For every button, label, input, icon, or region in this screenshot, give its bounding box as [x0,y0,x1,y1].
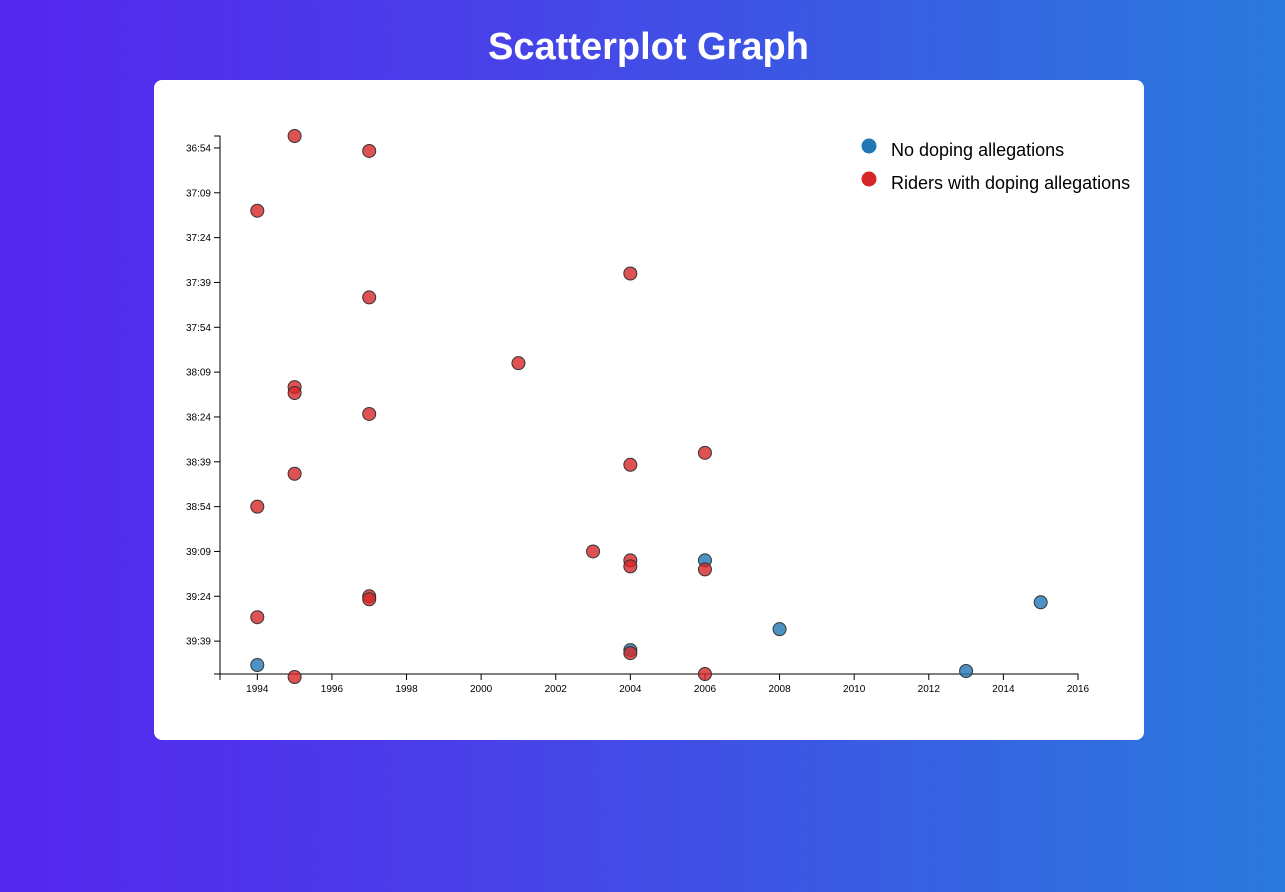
data-point-doping[interactable] [623,457,638,472]
data-points [250,129,1048,684]
x-tick-label: 2000 [470,684,493,695]
data-point-doping[interactable] [250,203,265,218]
legend-swatch [861,138,877,154]
data-point-doping[interactable] [623,646,638,661]
data-point-no-doping[interactable] [1033,595,1048,610]
y-tick-label: 39:39 [186,637,211,648]
data-point-doping[interactable] [511,356,526,371]
x-tick-label: 1996 [321,684,344,695]
y-tick-label: 37:39 [186,278,211,289]
legend-label: No doping allegations [891,140,1064,160]
legend-label: Riders with doping allegations [891,173,1130,193]
x-tick-label: 2002 [545,684,568,695]
x-tick-label: 2012 [918,684,941,695]
data-point-doping[interactable] [287,386,302,401]
data-point-doping[interactable] [697,562,712,577]
y-tick-label: 39:09 [186,547,211,558]
y-tick-label: 37:54 [186,323,211,334]
page-title: Scatterplot Graph [488,26,809,68]
data-point-doping[interactable] [362,592,377,607]
chart-card: 1994 1996 1998 2000 2002 2004 2006 2008 2010 2012… [154,80,1144,740]
data-point-doping[interactable] [362,290,377,305]
data-point-doping[interactable] [287,669,302,684]
data-point-no-doping[interactable] [250,658,265,673]
scatterplot-chart: 1994 1996 1998 2000 2002 2004 2006 2008 2010 2012… [186,129,1130,695]
y-tick-label: 38:24 [186,412,211,423]
data-point-doping[interactable] [697,667,712,681]
y-tick-label: 37:09 [186,188,211,199]
y-tick-label: 38:39 [186,457,211,468]
y-tick-label: 37:24 [186,233,211,244]
legend: No doping allegations Riders with doping … [861,138,1130,193]
y-tick-label: 36:54 [186,143,211,154]
data-point-doping[interactable] [250,499,265,514]
data-point-doping[interactable] [287,129,302,143]
data-point-doping[interactable] [250,610,265,625]
x-tick-label: 1994 [246,684,269,695]
y-tick-label: 38:54 [186,502,211,513]
legend-swatch [861,171,877,187]
y-axis: 36:54 37:09 37:24 37:39 37:54 38:09 38:24 38:39… [186,135,221,675]
x-tick-label: 2014 [992,684,1015,695]
data-point-doping[interactable] [623,559,638,574]
y-tick-label: 39:24 [186,592,211,603]
data-point-doping[interactable] [287,466,302,481]
y-tick-label: 38:09 [186,368,211,379]
y-axis-line [214,135,221,675]
data-point-doping[interactable] [623,266,638,281]
data-point-doping[interactable] [697,445,712,460]
x-tick-label: 2006 [694,684,717,695]
x-tick-label: 2008 [768,684,791,695]
x-tick-label: 2004 [619,684,642,695]
x-tick-label: 2010 [843,684,866,695]
data-point-doping[interactable] [362,143,377,158]
x-axis-line [219,673,1079,680]
x-tick-label: 2016 [1067,684,1090,695]
data-point-doping[interactable] [586,544,601,559]
data-point-no-doping[interactable] [959,664,974,679]
data-point-doping[interactable] [362,406,377,421]
x-tick-label: 1998 [395,684,418,695]
data-point-no-doping[interactable] [772,622,787,637]
x-axis: 1994 1996 1998 2000 2002 2004 2006 2008 2010 2012… [219,673,1090,695]
